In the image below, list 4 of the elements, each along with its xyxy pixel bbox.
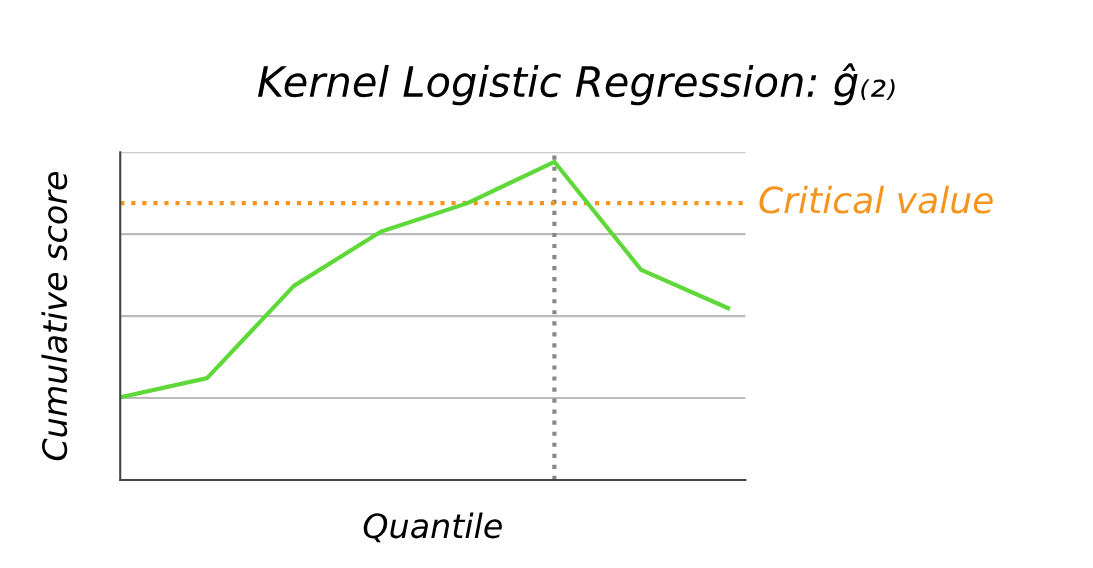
y-axis-title: Cumulative score (41, 172, 68, 461)
x-axis-title: Quantile (363, 512, 502, 543)
chart-title: Kernel Logistic Regression: ĝ₍₂₎ (257, 63, 895, 106)
ref-line-label: Critical value (759, 185, 993, 214)
